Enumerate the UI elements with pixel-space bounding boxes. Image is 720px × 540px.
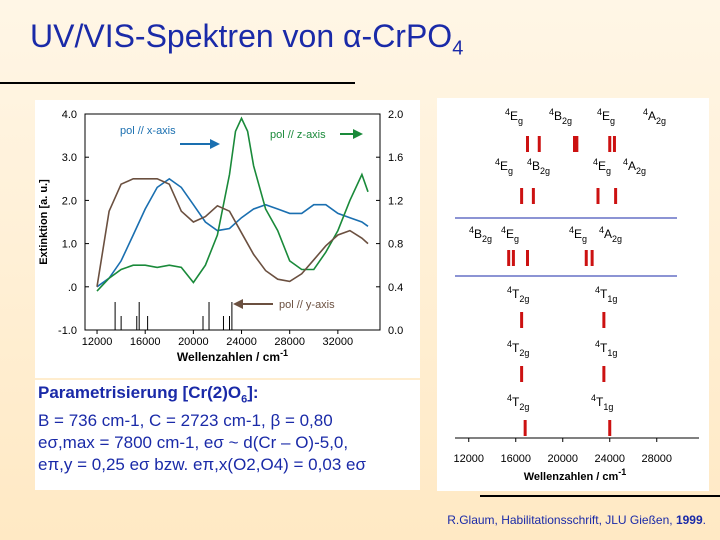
y-right-tick-label: 0.8 <box>388 239 403 251</box>
x-tick-label: 12000 <box>82 336 113 348</box>
y-right-tick-label: 1.2 <box>388 195 403 207</box>
parameters-box: Parametrisierung [Cr(2)O6]: B = 736 cm-1… <box>35 380 420 490</box>
levels-x-tick-label: 20000 <box>547 453 578 465</box>
x-tick-label: 16000 <box>130 336 161 348</box>
term-label: 4Eg <box>593 157 611 176</box>
page-title: UV/VIS-Spektren von α-CrPO4 <box>30 18 464 60</box>
y-left-tick-label: 4.0 <box>62 109 77 121</box>
levels-x-axis-label: Wellenzahlen / cm-1 <box>524 467 627 483</box>
plot-frame <box>84 113 381 331</box>
arrow-z-head <box>353 129 363 139</box>
y-left-tick-label: 3.0 <box>62 152 77 164</box>
levels-x-tick-label: 16000 <box>500 453 531 465</box>
term-label: 4Eg <box>505 107 523 126</box>
annotation-z: pol // z-axis <box>270 129 326 141</box>
params-line2: eσ,max = 7800 cm-1, eσ ~ d(Cr – O)-5,0, <box>38 433 349 453</box>
series-x-line <box>96 177 369 288</box>
term-label: 4B2g <box>549 107 572 126</box>
params-line3: eπ,y = 0,25 eσ bzw. eπ,x(O2,O4) = 0,03 e… <box>38 455 366 475</box>
arrow-x-head <box>210 139 220 149</box>
x-tick-label: 20000 <box>178 336 209 348</box>
x-tick-label: 24000 <box>226 336 257 348</box>
y-axis-label: Extinktion [a. u.] <box>38 179 50 265</box>
arrow-y-head <box>233 299 243 309</box>
term-label: 4T2g <box>507 393 529 412</box>
y-left-tick-label: 2.0 <box>62 195 77 207</box>
levels-panel: 4Eg 4B2g 4Eg 4A2g 4Eg 4B2g 4Eg 4A2g 4B2g 4Eg 4Eg 4A… <box>437 98 709 491</box>
params-line1: B = 736 cm-1, C = 2723 cm-1, β = 0,80 <box>38 411 333 431</box>
spectra-panel: 12000 16000 20000 24000 28000 32000 4.0 3.0 2.0 1… <box>35 100 420 378</box>
x-tick-label: 28000 <box>274 336 305 348</box>
term-label: 4Eg <box>501 225 519 244</box>
annotation-y: pol // y-axis <box>279 299 335 311</box>
footer-rule <box>480 495 720 497</box>
term-label: 4B2g <box>469 225 492 244</box>
y-left-tick-label: .0 <box>68 282 77 294</box>
y-right-tick-label: 2.0 <box>388 109 403 121</box>
series-y-line <box>96 178 369 287</box>
y-right-tick-label: 0.0 <box>388 325 403 337</box>
y-left-tick-label: -1.0 <box>58 325 77 337</box>
citation: R.Glaum, Habilitationsschrift, JLU Gieße… <box>447 513 706 527</box>
term-label: 4Eg <box>597 107 615 126</box>
levels-x-tick-label: 28000 <box>641 453 672 465</box>
term-label: 4T1g <box>595 339 617 358</box>
term-label: 4A2g <box>643 107 666 126</box>
series-z-line <box>96 116 369 292</box>
term-label: 4A2g <box>599 225 622 244</box>
term-label: 4T2g <box>507 339 529 358</box>
levels-x-tick-label: 12000 <box>453 453 484 465</box>
term-label: 4T1g <box>595 285 617 304</box>
term-label: 4T2g <box>507 285 529 304</box>
params-heading: Parametrisierung [Cr(2)O6]: <box>38 383 259 406</box>
term-label: 4A2g <box>623 157 646 176</box>
term-label: 4B2g <box>527 157 550 176</box>
term-label: 4Eg <box>569 225 587 244</box>
energy-levels-chart: 4Eg 4B2g 4Eg 4A2g 4Eg 4B2g 4Eg 4A2g 4B2g 4Eg 4Eg 4A… <box>453 107 699 483</box>
y-left-tick-label: 1.0 <box>62 239 77 251</box>
y-right-tick-label: 0.4 <box>388 282 403 294</box>
term-label: 4T1g <box>591 393 613 412</box>
title-rule <box>0 82 355 84</box>
levels-x-tick-label: 24000 <box>594 453 625 465</box>
y-right-tick-label: 1.6 <box>388 152 403 164</box>
term-label: 4Eg <box>495 157 513 176</box>
x-tick-label: 32000 <box>323 336 354 348</box>
x-axis-label: Wellenzahlen / cm-1 <box>177 348 288 364</box>
spectra-chart: 12000 16000 20000 24000 28000 32000 4.0 3.0 2.0 1… <box>38 109 403 364</box>
annotation-x: pol // x-axis <box>120 125 176 137</box>
